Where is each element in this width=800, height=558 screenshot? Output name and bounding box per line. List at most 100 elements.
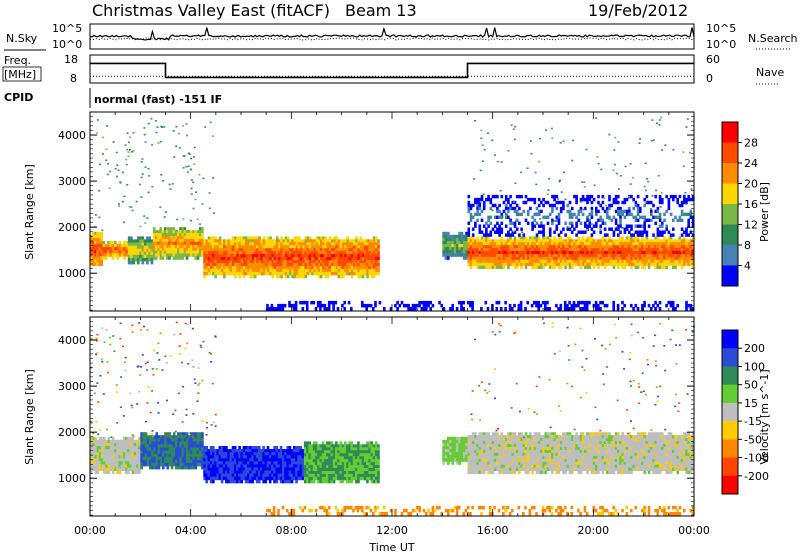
heatmap-cell-3 <box>168 257 171 260</box>
heatmap-cell-1 <box>173 432 176 436</box>
heatmap-cell-4 <box>377 257 380 260</box>
heatmap-cell-2 <box>258 480 261 484</box>
heatmap-cell-1 <box>119 247 122 251</box>
heatmap-noise <box>605 205 607 207</box>
heatmap-noise <box>683 166 685 168</box>
heatmap-cell-7 <box>665 225 668 228</box>
heatmap-noise <box>618 141 620 143</box>
heatmap-cell-0 <box>101 259 104 263</box>
heatmap-cell-2 <box>135 258 138 262</box>
heatmap-cell-4 <box>360 236 363 239</box>
heatmap-cell-7 <box>672 228 675 231</box>
heatmap-noise <box>492 210 494 212</box>
heatmap-noise <box>157 126 159 128</box>
heatmap-noise <box>126 184 128 186</box>
heatmap-cell-7 <box>575 195 578 198</box>
heatmap-cell-8 <box>586 307 589 311</box>
heatmap-cell-3 <box>201 227 204 230</box>
heatmap-cell-4 <box>223 275 226 278</box>
heatmap-cell-7 <box>571 222 574 225</box>
heatmap-cell-3 <box>306 444 309 447</box>
heatmap-cell-2 <box>139 255 142 258</box>
heatmap-noise <box>561 191 563 193</box>
heatmap-cell-1 <box>112 253 115 256</box>
heatmap-cell-1 <box>114 244 117 248</box>
heatmap-cell-7 <box>490 233 493 236</box>
heatmap-cell-6 <box>588 266 591 269</box>
heatmap-cell-2 <box>139 243 142 247</box>
heatmap-cell-8 <box>659 301 662 305</box>
heatmap-cell-2 <box>137 261 140 265</box>
heatmap-noise <box>186 123 188 125</box>
heatmap-cell-4 <box>309 272 312 275</box>
heatmap-cell-3 <box>186 257 189 260</box>
heatmap-cell-7 <box>527 222 530 225</box>
heatmap-cell-4 <box>309 260 312 263</box>
heatmap-noise <box>685 204 687 206</box>
heatmap-cell-7 <box>536 233 539 236</box>
heatmap-cell-0 <box>112 471 115 475</box>
heatmap-cell-7 <box>599 231 602 234</box>
heatmap-cell-2 <box>139 246 142 250</box>
heatmap-cell-4 <box>362 275 365 278</box>
heatmap-cell-7 <box>481 195 484 198</box>
heatmap-cell-7 <box>584 222 587 225</box>
heatmap-cell-2 <box>135 246 138 250</box>
heatmap-cell-2 <box>205 480 208 484</box>
heatmap-cell-7 <box>632 233 635 236</box>
heatmap-cell-4 <box>342 275 345 278</box>
heatmap-cell-7 <box>619 216 622 219</box>
heatmap-cell-5 <box>454 241 457 245</box>
heatmap-noise <box>188 166 190 168</box>
heatmap-cell-7 <box>599 216 602 219</box>
heatmap-cell-7 <box>670 213 673 216</box>
heatmap-noise <box>560 142 562 144</box>
heatmap-cell-1 <box>114 247 117 251</box>
heatmap-cell-7 <box>672 219 675 222</box>
heatmap-cell-0 <box>101 232 104 236</box>
heatmap-cell-6 <box>507 266 510 269</box>
heatmap-cell-7 <box>575 216 578 219</box>
heatmap-cell-5 <box>465 235 468 239</box>
heatmap-cell-8 <box>612 301 615 305</box>
heatmap-noise <box>583 209 585 211</box>
heatmap-cell-7 <box>650 213 653 216</box>
heatmap-noise <box>106 125 108 127</box>
heatmap-noise <box>142 173 144 175</box>
heatmap-cell-5 <box>465 238 468 242</box>
heatmap-noise <box>616 173 618 175</box>
heatmap-noise <box>651 140 653 142</box>
heatmap-cell-7 <box>468 228 471 231</box>
heatmap-cell-1 <box>119 250 122 254</box>
heatmap-cell-2 <box>144 255 147 258</box>
heatmap-cell-7 <box>534 219 537 222</box>
heatmap-cell-0 <box>94 437 97 441</box>
heatmap-cell-2 <box>234 446 237 450</box>
heatmap-cell-8 <box>555 304 558 308</box>
heatmap-cell-7 <box>643 228 646 231</box>
heatmap-cell-1 <box>123 256 126 260</box>
heatmap-noise <box>538 161 540 163</box>
heatmap-noise <box>141 177 143 179</box>
heatmap-cell-7 <box>604 222 607 225</box>
heatmap-cell-5 <box>445 238 448 242</box>
heatmap-cell-5 <box>442 250 445 254</box>
heatmap-cell-4 <box>298 236 301 239</box>
heatmap-cell-5 <box>461 232 464 236</box>
heatmap-noise <box>209 208 211 210</box>
heatmap-cell-7 <box>547 216 550 219</box>
heatmap-cell-7 <box>646 233 649 236</box>
heatmap-cell-2 <box>144 246 147 250</box>
heatmap-cell-7 <box>637 204 640 207</box>
heatmap-noise <box>191 188 193 190</box>
heatmap-cell-2 <box>137 246 140 250</box>
heatmap-cell-7 <box>597 201 600 204</box>
heatmap-cell-2 <box>151 255 154 258</box>
heatmap-cell-7 <box>487 195 490 198</box>
heatmap-cell-2 <box>144 239 147 243</box>
heatmap-cell-7 <box>483 207 486 210</box>
heatmap-cell-7 <box>560 210 563 213</box>
heatmap-cell-7 <box>578 219 581 222</box>
heatmap-noise <box>107 163 109 165</box>
heatmap-noise <box>545 129 547 131</box>
